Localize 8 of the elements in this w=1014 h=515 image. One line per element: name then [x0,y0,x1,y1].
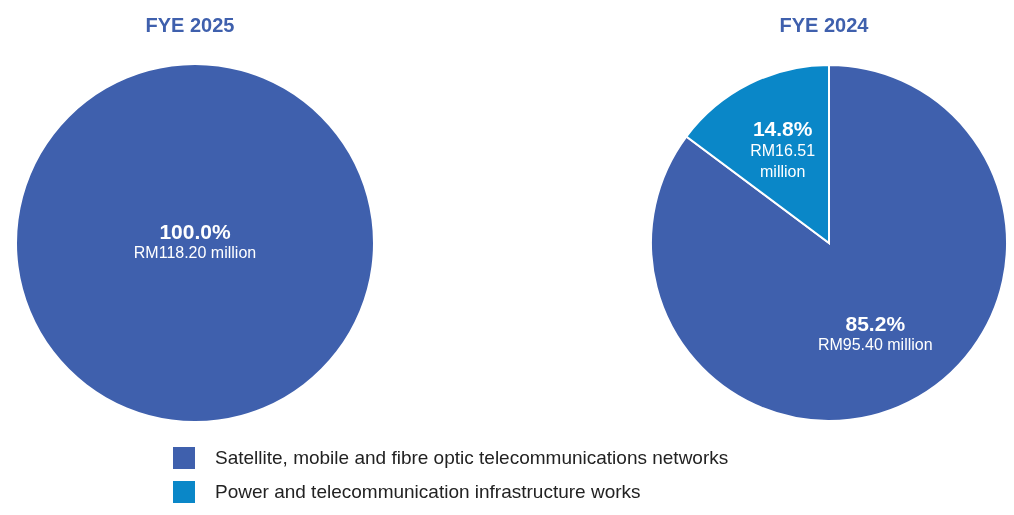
legend-label: Power and telecommunication infrastructure works [215,481,641,503]
pie-slice [650,64,1008,422]
legend-label: Satellite, mobile and fibre optic telecommunications networks [215,447,729,469]
data-label: 100.0% RM118.20 million [133,219,257,262]
chart-title: FYE 2025 [144,14,236,37]
data-label: 85.2% RM95.40 million [817,311,933,354]
chart-title: FYE 2024 [778,14,870,37]
data-label: 14.8% RM16.51 million [750,117,816,180]
